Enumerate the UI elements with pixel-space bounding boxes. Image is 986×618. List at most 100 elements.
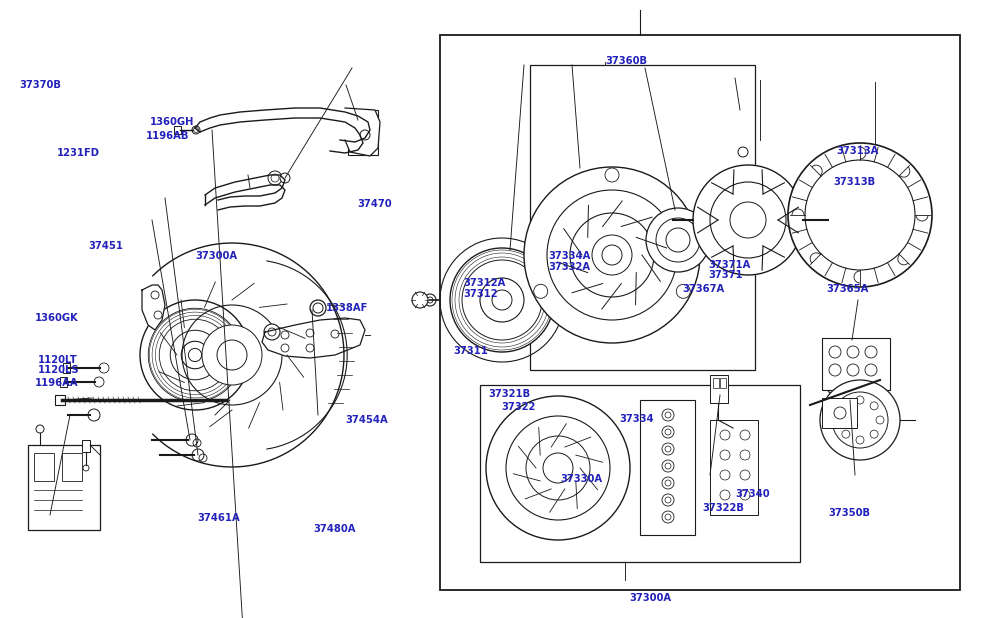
Text: 37321B: 37321B [488, 389, 530, 399]
Text: 37451: 37451 [89, 241, 123, 251]
Circle shape [834, 407, 846, 419]
Circle shape [202, 325, 262, 385]
Circle shape [740, 430, 750, 440]
Circle shape [829, 364, 841, 376]
Text: 37300A: 37300A [629, 593, 671, 603]
Circle shape [720, 450, 730, 460]
Bar [63, 363, 70, 373]
Circle shape [480, 278, 524, 322]
Circle shape [192, 126, 200, 134]
Text: 37330A: 37330A [560, 474, 602, 484]
Text: 1120LT: 1120LT [37, 355, 77, 365]
Circle shape [605, 168, 619, 182]
Circle shape [526, 436, 590, 500]
Bar [640, 400, 695, 535]
Text: 37322: 37322 [501, 402, 535, 412]
Text: 37311: 37311 [454, 346, 488, 356]
Circle shape [836, 416, 844, 424]
Circle shape [592, 235, 632, 275]
Circle shape [740, 470, 750, 480]
Bar [60, 377, 67, 387]
Bar [710, 420, 758, 515]
Circle shape [662, 443, 674, 455]
Circle shape [662, 460, 674, 472]
Text: 37350B: 37350B [828, 508, 871, 518]
Circle shape [450, 248, 554, 352]
Text: 37334A: 37334A [548, 252, 591, 261]
Circle shape [870, 402, 879, 410]
Bar [713, 378, 719, 388]
Circle shape [310, 300, 326, 316]
Circle shape [842, 430, 850, 438]
Circle shape [662, 409, 674, 421]
Circle shape [192, 449, 204, 461]
Text: 37312: 37312 [463, 289, 498, 298]
Circle shape [662, 511, 674, 523]
Circle shape [856, 436, 864, 444]
Text: 37454A: 37454A [345, 415, 387, 425]
Bar [710, 375, 728, 403]
Circle shape [820, 380, 900, 460]
Circle shape [280, 173, 290, 183]
Text: 37367A: 37367A [682, 284, 725, 294]
Circle shape [151, 291, 159, 299]
Text: 1196AB: 1196AB [146, 131, 189, 141]
Text: 37360B: 37360B [605, 56, 648, 66]
Bar [480, 385, 800, 562]
Text: 1360GK: 1360GK [35, 313, 78, 323]
Circle shape [829, 346, 841, 358]
Text: 37334: 37334 [619, 414, 654, 424]
Text: 37322B: 37322B [702, 503, 743, 513]
Circle shape [264, 324, 280, 340]
Circle shape [847, 346, 859, 358]
Circle shape [424, 294, 436, 306]
Text: 37313B: 37313B [833, 177, 876, 187]
Bar [82, 440, 90, 452]
Bar [28, 445, 100, 530]
Circle shape [524, 167, 700, 343]
Circle shape [740, 450, 750, 460]
Circle shape [865, 364, 877, 376]
Circle shape [186, 434, 198, 446]
Circle shape [268, 171, 282, 185]
Text: 37340: 37340 [736, 489, 770, 499]
Circle shape [740, 490, 750, 500]
Text: 37365A: 37365A [826, 284, 869, 294]
Polygon shape [142, 285, 165, 330]
Circle shape [171, 330, 220, 379]
Circle shape [94, 377, 104, 387]
Circle shape [646, 208, 710, 272]
Bar [55, 395, 65, 405]
Bar [875, 377, 887, 383]
Bar [822, 338, 890, 390]
Circle shape [331, 330, 339, 338]
Circle shape [693, 165, 803, 275]
Bar [348, 110, 378, 155]
Text: 37470: 37470 [357, 199, 391, 209]
Bar [822, 398, 857, 428]
Circle shape [533, 284, 547, 298]
Circle shape [720, 470, 730, 480]
Polygon shape [262, 318, 365, 358]
Circle shape [281, 331, 289, 339]
Circle shape [306, 344, 314, 352]
Circle shape [486, 396, 630, 540]
Circle shape [738, 147, 748, 157]
Text: 1196AA: 1196AA [35, 378, 78, 388]
Circle shape [306, 329, 314, 337]
Circle shape [870, 430, 879, 438]
Text: 37370B: 37370B [20, 80, 61, 90]
Circle shape [662, 494, 674, 506]
Bar [62, 453, 82, 481]
Polygon shape [345, 108, 380, 156]
Bar [720, 378, 726, 388]
Text: 37313A: 37313A [836, 146, 879, 156]
Circle shape [88, 409, 100, 421]
Bar [34, 453, 54, 481]
Circle shape [662, 426, 674, 438]
Circle shape [36, 425, 44, 433]
Text: 37480A: 37480A [314, 524, 356, 534]
Circle shape [83, 465, 89, 471]
Circle shape [876, 416, 884, 424]
Circle shape [662, 477, 674, 489]
